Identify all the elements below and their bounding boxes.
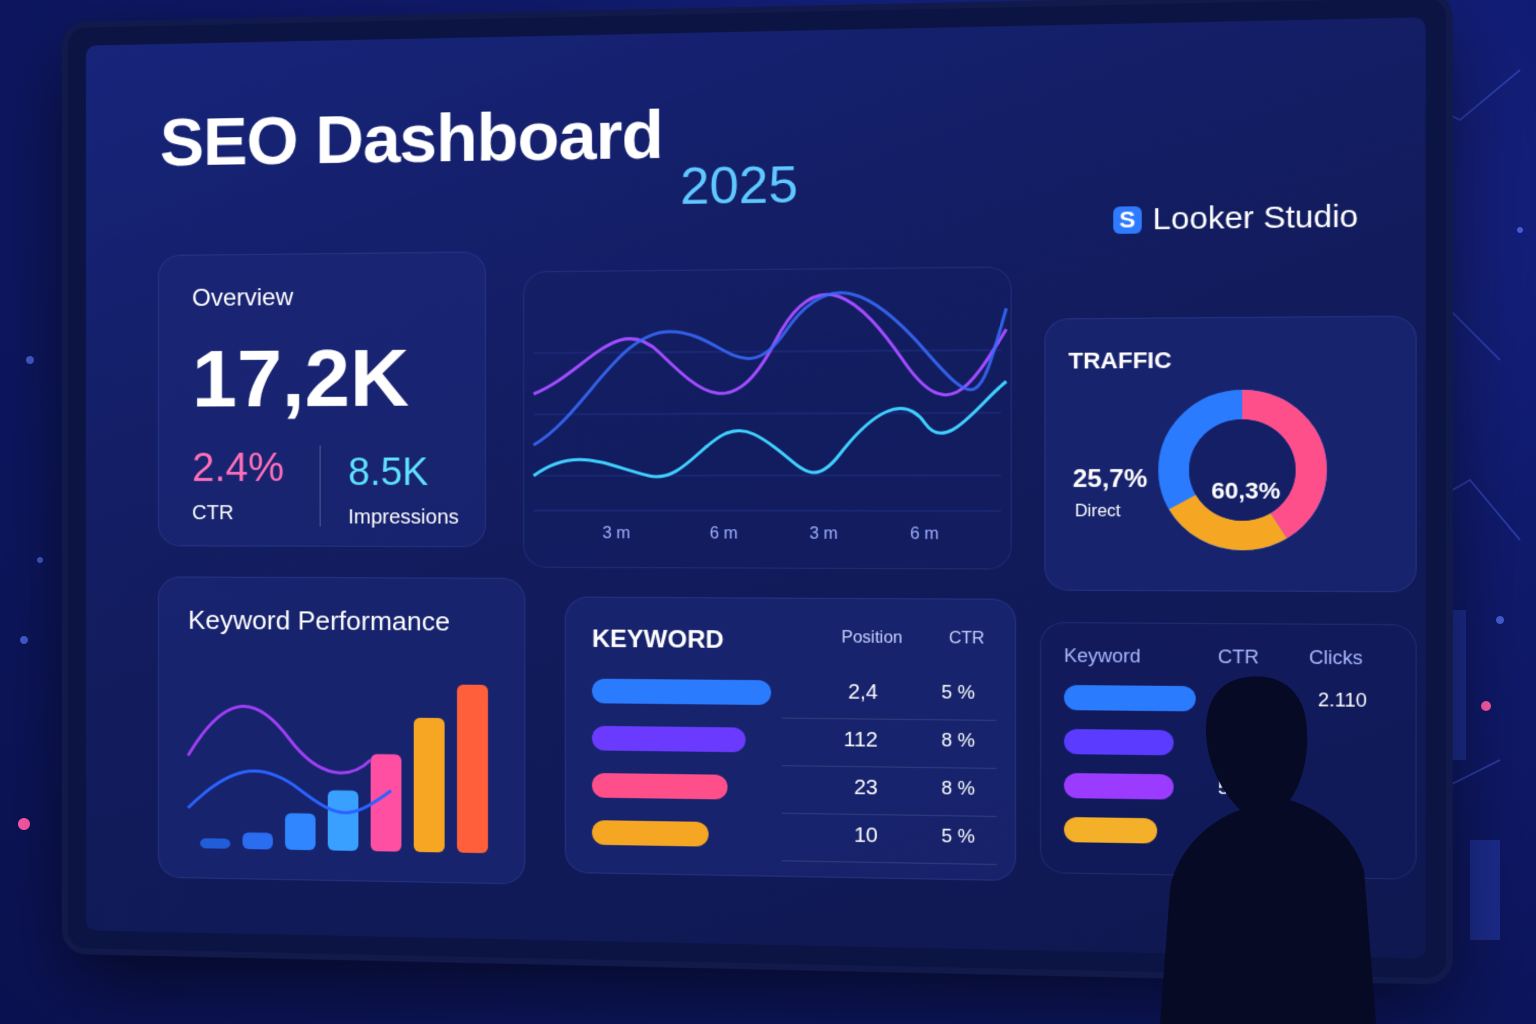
dashboard-title: SEO Dashboard <box>160 95 663 181</box>
keyword-bar <box>592 820 708 847</box>
keyword-performance-chart <box>158 576 525 884</box>
trend-line-blue <box>534 291 1007 445</box>
kwp-line-blue <box>188 770 391 813</box>
brand-logo[interactable]: S Looker Studio <box>1113 199 1358 238</box>
table-row[interactable]: 23 8 % <box>592 769 997 806</box>
overview-card[interactable]: Overview 17,2K 2.4% CTR 8.5K Impressions <box>158 251 486 547</box>
keyword-performance-card[interactable]: Keyword Performance <box>158 576 525 884</box>
kwp-bar <box>242 832 272 849</box>
dashboard-year: 2025 <box>680 155 798 217</box>
brand-name: Looker Studio <box>1153 199 1359 237</box>
impressions-label: Impressions <box>348 506 459 530</box>
kwp-bar <box>200 838 230 849</box>
keyword-ctr: 5 % <box>941 826 975 848</box>
trend-line-purple <box>534 293 1007 397</box>
overview-label: Overview <box>192 284 293 313</box>
keyword-ctr: 8 % <box>941 730 975 752</box>
traffic-title: TRAFFIC <box>1068 347 1171 375</box>
keyword-position: 2,4 <box>848 681 878 705</box>
kwp-bar <box>328 790 359 851</box>
kwp-bar <box>414 718 445 853</box>
table-row[interactable]: 112 8 % <box>592 722 997 758</box>
x-tick-label: 3 m <box>602 525 630 544</box>
column-header-ctr: CTR <box>949 630 985 649</box>
row-divider <box>782 860 997 865</box>
row-divider <box>782 765 997 769</box>
donut-center-value: 60,3% <box>1211 477 1280 505</box>
overview-total: 17,2K <box>192 331 409 425</box>
ctr-label: CTR <box>192 502 233 525</box>
ctr-value: 2.4% <box>192 446 284 491</box>
kwp-bar <box>285 813 316 850</box>
column-header-position: Position <box>841 629 902 648</box>
keyword-ctr: 5 % <box>941 682 975 704</box>
x-tick-label: 6 m <box>710 525 738 544</box>
impressions-value: 8.5K <box>348 451 428 495</box>
direct-value: 25,7% <box>1073 465 1148 494</box>
column-header-keyword: Keyword <box>1064 645 1141 668</box>
kwp-line-purple <box>188 706 371 774</box>
keyword-bar <box>592 726 746 752</box>
keyword-ctr: 8 % <box>941 778 975 800</box>
table-row[interactable]: 10 5 % <box>592 816 997 854</box>
row-divider <box>782 813 997 817</box>
keyword-bar <box>592 773 728 800</box>
keyword-position: 112 <box>844 729 878 753</box>
keyword-table-title: KEYWORD <box>592 625 724 655</box>
x-tick-label: 6 m <box>910 525 939 544</box>
overview-divider <box>320 445 321 526</box>
x-tick-label: 3 m <box>809 525 837 544</box>
donut-hole <box>1189 419 1295 521</box>
table-row[interactable]: 2,4 5 % <box>592 675 997 710</box>
keyword-table-card[interactable]: KEYWORD Position CTR 2,4 5 % 112 8 % 23 8 % 10… <box>565 597 1016 882</box>
traffic-donut-chart <box>1154 385 1331 555</box>
trend-chart-card[interactable]: 3 m 6 m 3 m 6 m <box>523 266 1012 569</box>
trend-line-cyan <box>534 381 1007 476</box>
kwp-bar <box>457 685 488 854</box>
keyword-position: 23 <box>854 776 878 800</box>
trend-chart <box>523 266 1012 569</box>
person-silhouette <box>1140 660 1390 1024</box>
direct-label: Direct <box>1075 503 1121 522</box>
keyword-bar <box>592 679 771 705</box>
looker-studio-icon: S <box>1113 206 1142 234</box>
row-divider <box>782 718 997 721</box>
traffic-card[interactable]: TRAFFIC 25,7% Direct 60,3% <box>1044 316 1416 593</box>
keyword-position: 10 <box>854 824 878 848</box>
